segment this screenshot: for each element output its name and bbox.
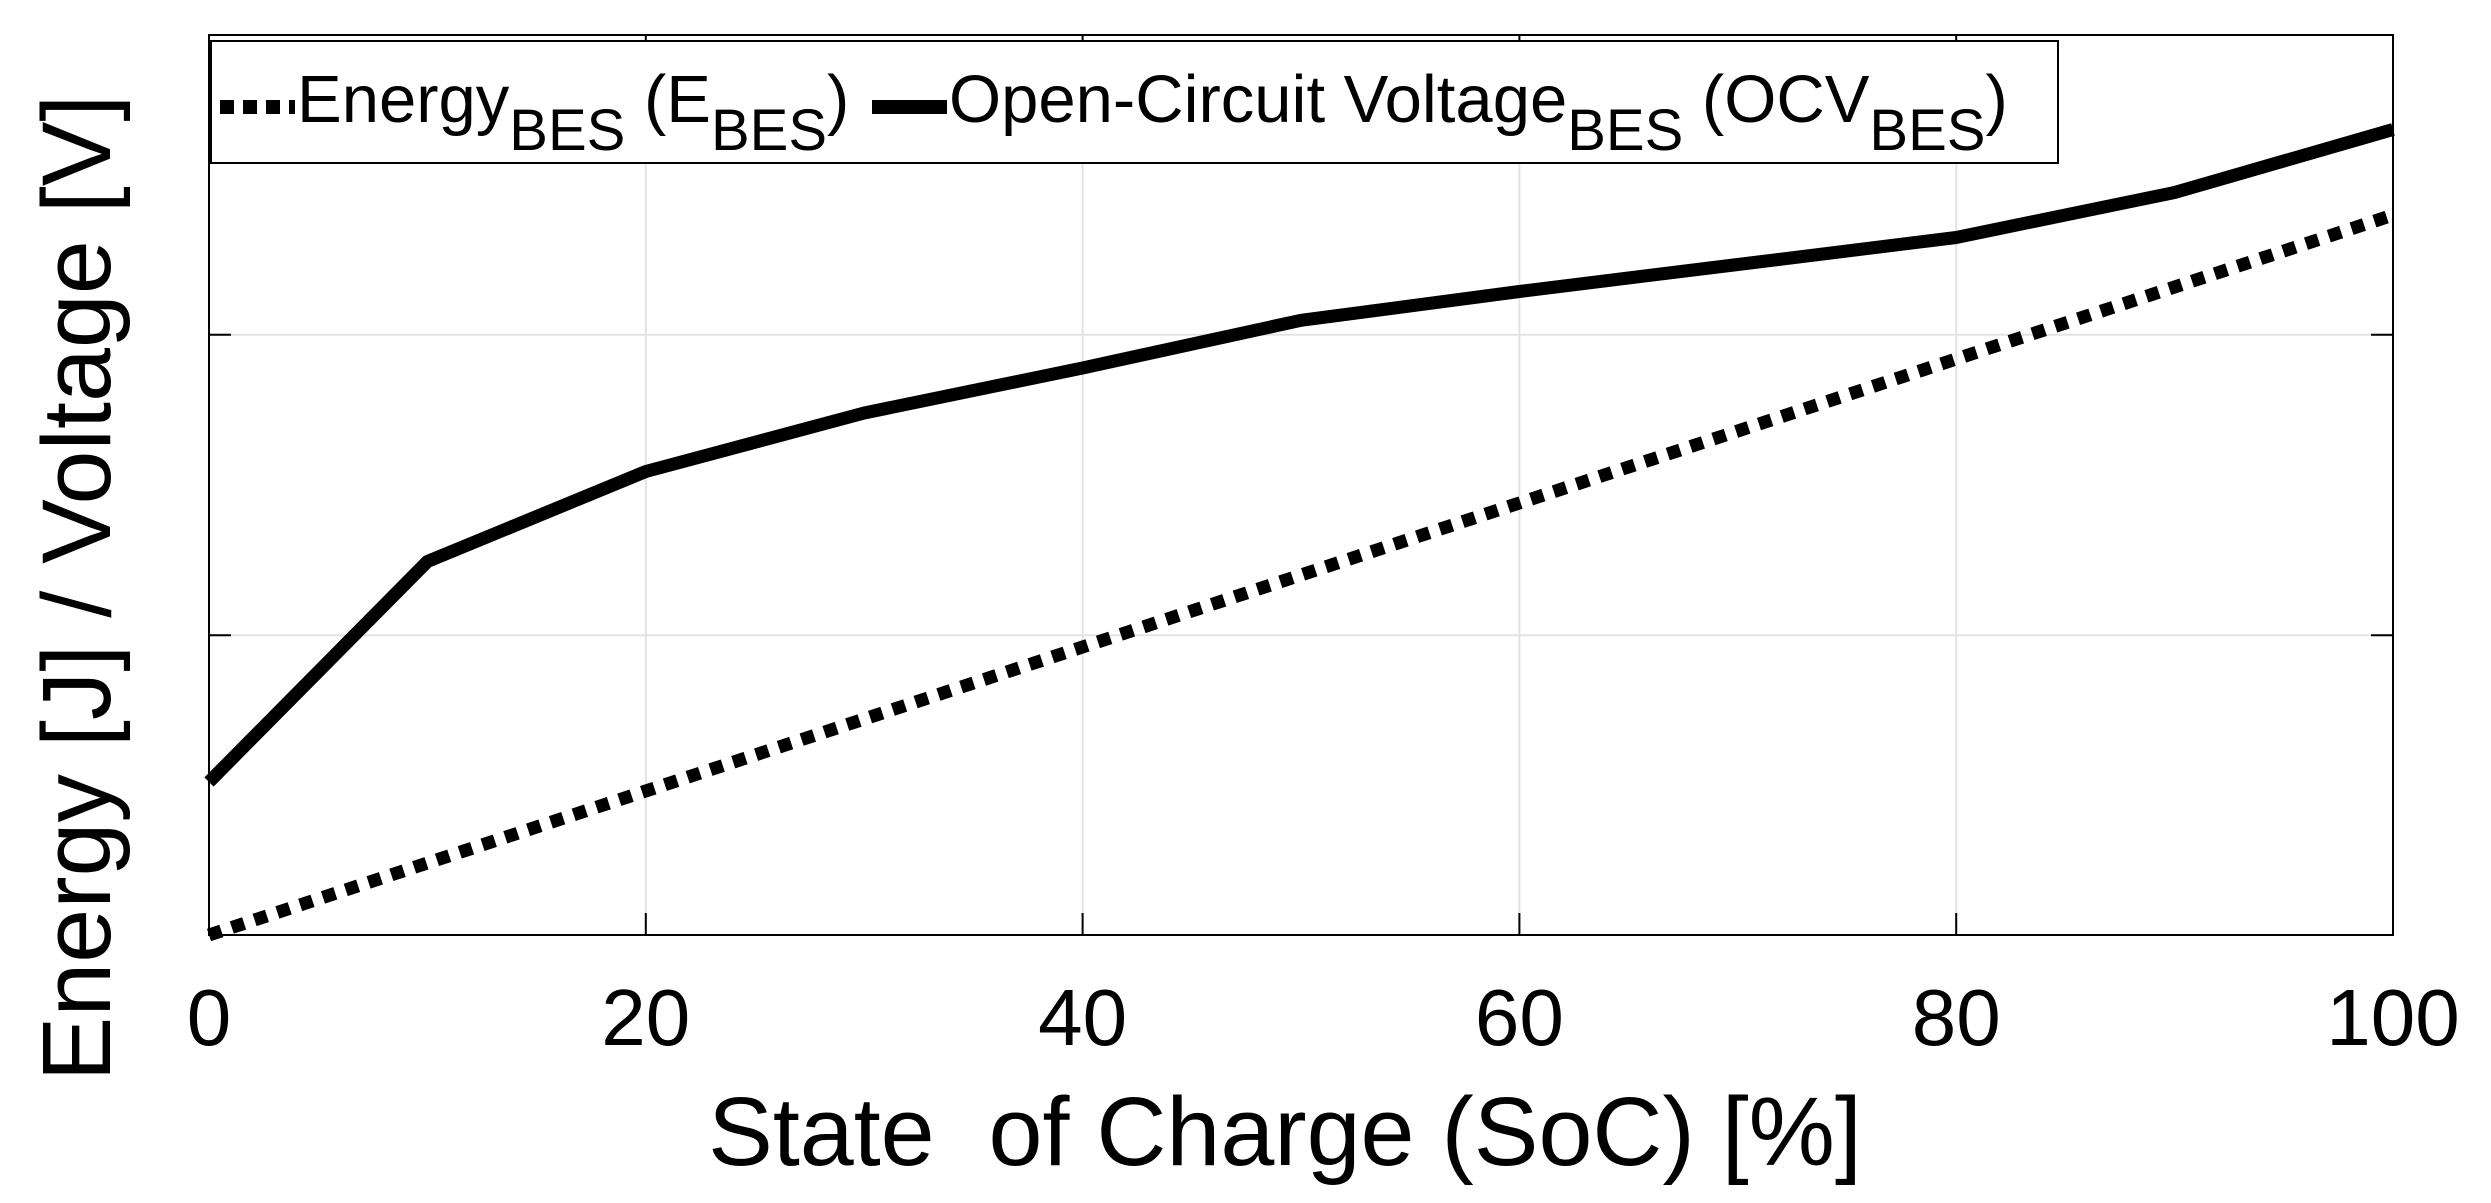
grid <box>208 34 2394 936</box>
legend-energy-close: ) <box>827 62 849 137</box>
plot-area-frame <box>208 34 2394 936</box>
legend: EnergyBES (EBES) Open-Circuit VoltageBES… <box>210 40 2059 164</box>
legend-box <box>210 40 2059 164</box>
legend-energy-base: Energy <box>297 62 510 137</box>
legend-energy-paren-sub: BES <box>711 98 827 163</box>
legend-ocv-paren-sub: BES <box>1869 98 1985 163</box>
series-layer <box>204 123 2396 942</box>
legend-ocv-paren: (OCV <box>1702 62 1870 137</box>
x-tick-label: 20 <box>601 973 690 1062</box>
legend-energy-paren: (E <box>644 62 711 137</box>
axis-ticks: 0 20 40 60 80 100 <box>187 34 2460 1062</box>
legend-ocv-base: Open-Circuit Voltage <box>949 62 1567 137</box>
x-tick-label: 40 <box>1038 973 1127 1062</box>
y-axis-label: Energy [J] / Voltage [V] <box>22 95 131 1082</box>
x-axis-label: State of Charge (SoC) [%] <box>708 1077 1862 1186</box>
series-line-ocv <box>204 123 2395 787</box>
legend-entry-ocv: Open-Circuit VoltageBES (OCVBES) <box>949 62 2008 163</box>
legend-ocv-close: ) <box>1985 62 2007 137</box>
legend-ocv-sub: BES <box>1567 98 1683 163</box>
x-tick-label: 60 <box>1475 973 1564 1062</box>
x-tick-label: 80 <box>1912 973 2001 1062</box>
x-tick-label: 0 <box>187 973 232 1062</box>
legend-entry-energy: EnergyBES (EBES) <box>297 62 849 163</box>
x-tick-label: 100 <box>2326 973 2459 1062</box>
legend-energy-sub: BES <box>509 98 625 163</box>
